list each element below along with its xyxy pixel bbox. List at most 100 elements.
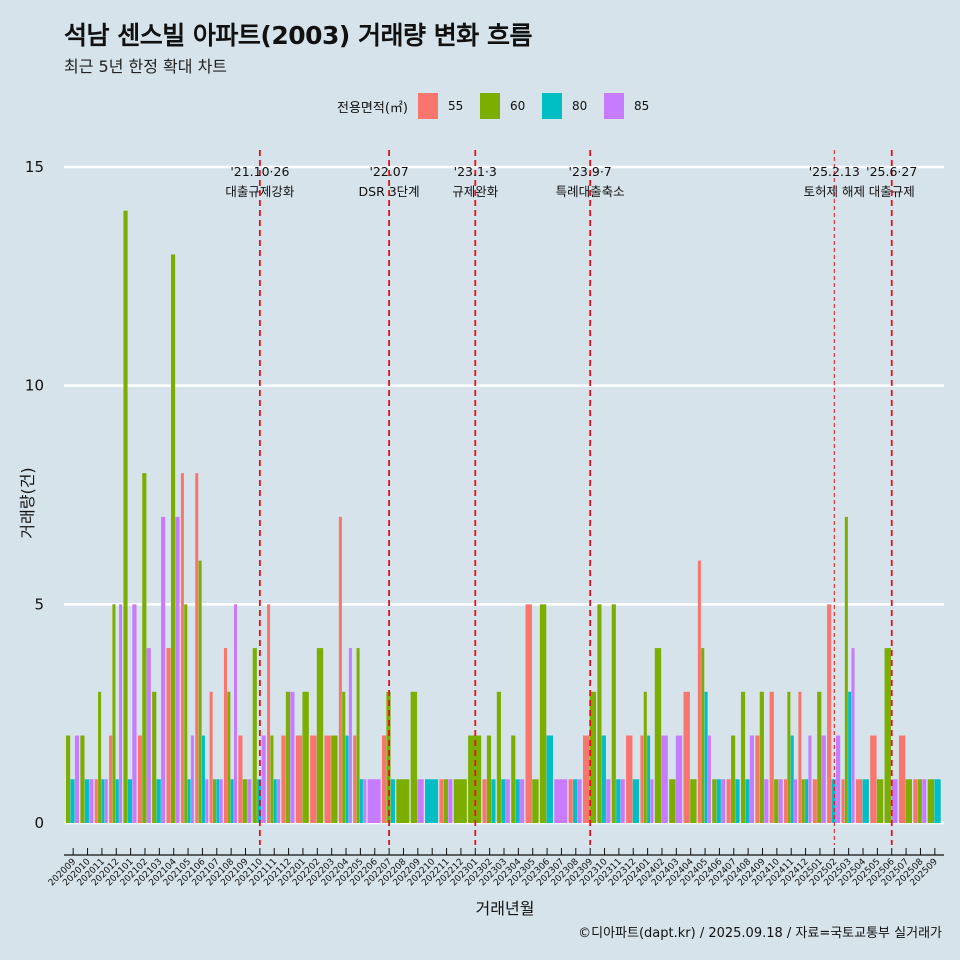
bar-202304-60 <box>511 735 516 823</box>
bar-202405-85 <box>707 735 711 823</box>
bar-202104-55 <box>166 648 171 823</box>
bar-202211-85 <box>448 779 453 823</box>
bar-202104-60 <box>170 254 176 823</box>
bar-202309-55 <box>582 735 590 823</box>
bar-202401-80 <box>647 735 651 823</box>
annotation-label-202502: 토허제 해제 <box>804 184 865 199</box>
bar-202202-60 <box>316 648 324 823</box>
bar-202403-85 <box>675 735 683 823</box>
bar-202407-60 <box>731 735 736 823</box>
bar-202308-85 <box>577 779 582 823</box>
legend-title: 전용면적(㎡) <box>337 100 408 116</box>
bar-202101-80 <box>127 779 133 823</box>
bar-202111-80 <box>273 779 277 823</box>
bar-202109-85 <box>247 779 252 823</box>
bar-202109-55 <box>238 735 243 823</box>
bar-202204-80 <box>345 735 349 823</box>
bar-202010-60 <box>80 735 85 823</box>
bar-202209-60 <box>410 691 418 823</box>
bar-202108-60 <box>227 691 231 823</box>
legend-item-60: 60 <box>479 93 536 119</box>
bar-202302-80 <box>491 779 496 823</box>
legend-item-85: 85 <box>603 93 660 119</box>
bar-202011-85 <box>104 779 108 823</box>
bar-202303-60 <box>496 691 501 823</box>
bar-202201-60 <box>302 691 309 823</box>
legend-item-80: 80 <box>541 93 598 119</box>
legend-swatch-80 <box>541 93 562 119</box>
bar-202207-55 <box>381 735 387 823</box>
bar-202503-55 <box>841 779 845 823</box>
bar-202108-80 <box>230 779 234 823</box>
bar-202504-80 <box>862 779 869 823</box>
bar-202409-55 <box>755 735 760 823</box>
y-axis-title: 거래량(건) <box>18 467 37 538</box>
bar-202405-60 <box>701 648 705 823</box>
legend: 전용면적(㎡) 55 60 80 85 <box>337 93 666 119</box>
bar-202309-60 <box>589 691 597 823</box>
bar-202406-60 <box>712 779 717 823</box>
bar-202106-55 <box>195 473 199 823</box>
annotation-date-202502: '25.2.13 <box>809 164 860 179</box>
bar-202210-80 <box>425 779 439 823</box>
bar-202307-85 <box>554 779 568 823</box>
bar-202205-60 <box>356 648 360 823</box>
bar-202402-85 <box>661 735 668 823</box>
bar-202304-80 <box>515 779 520 823</box>
bar-202503-60 <box>844 516 848 823</box>
bar-202111-60 <box>270 735 274 823</box>
bar-202409-85 <box>764 779 769 823</box>
legend-label-60: 60 <box>509 99 526 113</box>
bar-202508-60 <box>917 779 922 823</box>
bar-202105-55 <box>180 473 184 823</box>
bar-202401-85 <box>650 779 654 823</box>
bar-202503-85 <box>851 648 855 823</box>
bar-202509-60 <box>927 779 935 823</box>
bar-202205-80 <box>359 779 363 823</box>
bar-202212-60 <box>453 779 467 823</box>
bar-202411-55 <box>784 779 788 823</box>
bar-202306-60 <box>539 604 547 823</box>
bar-202011-55 <box>94 779 98 823</box>
bar-202410-85 <box>778 779 783 823</box>
bar-202411-60 <box>787 691 791 823</box>
bar-202209-85 <box>417 779 424 823</box>
chart-title: 석남 센스빌 아파트(2003) 거래량 변화 흐름 <box>64 21 532 50</box>
bar-202102-55 <box>137 735 142 823</box>
bar-202501-85 <box>821 735 826 823</box>
annotation-date-202110: '21.10·26 <box>230 164 289 179</box>
bar-202106-80 <box>201 735 205 823</box>
bar-202405-80 <box>704 691 708 823</box>
bar-202502-85 <box>836 735 841 823</box>
legend-label-85: 85 <box>633 99 650 113</box>
chart-subtitle: 최근 5년 한정 확대 차트 <box>64 57 228 76</box>
bar-202205-85 <box>363 779 367 823</box>
bar-202412-60 <box>801 779 805 823</box>
bar-202504-55 <box>855 779 863 823</box>
bar-202310-60 <box>597 604 602 823</box>
bar-202502-55 <box>827 604 832 823</box>
bar-202203-60 <box>331 735 338 823</box>
bar-202407-80 <box>735 779 740 823</box>
bar-202112-85 <box>290 691 295 823</box>
bar-202405-55 <box>697 560 701 823</box>
bar-202508-85 <box>922 779 927 823</box>
bar-202106-60 <box>198 560 202 823</box>
y-tick-label-5: 5 <box>34 595 44 613</box>
bar-202103-80 <box>156 779 161 823</box>
bar-202108-55 <box>223 648 228 823</box>
bar-202408-85 <box>749 735 755 823</box>
bar-202401-55 <box>640 735 644 823</box>
bar-202009-80 <box>70 779 75 823</box>
bar-202204-55 <box>338 516 342 823</box>
bar-202507-60 <box>905 779 912 823</box>
bar-202410-55 <box>769 691 774 823</box>
x-axis-title: 거래년월 <box>476 899 535 918</box>
bar-202101-85 <box>132 604 137 823</box>
bar-202207-80 <box>390 779 395 823</box>
bar-202202-55 <box>310 735 317 823</box>
bar-202412-55 <box>798 691 802 823</box>
legend-label-80: 80 <box>571 99 588 113</box>
bar-202103-85 <box>161 516 166 823</box>
